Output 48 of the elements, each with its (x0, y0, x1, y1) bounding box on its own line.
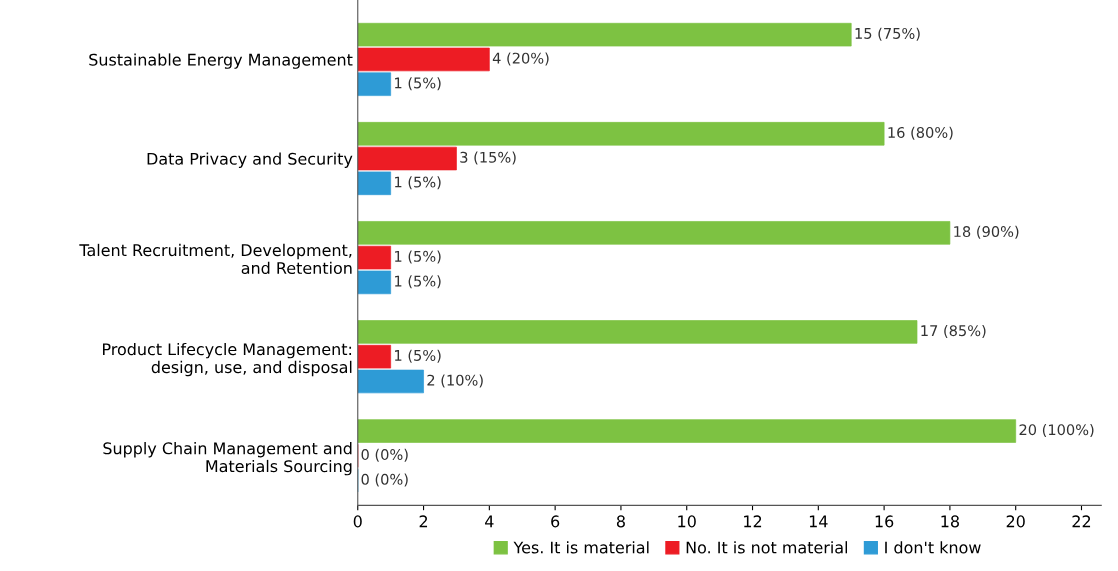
data-label: 16 (80%) (888, 126, 953, 140)
x-tick-label: 10 (678, 515, 696, 528)
bar (357, 122, 885, 146)
data-label: 0 (0%) (361, 473, 408, 487)
y-tick-label: Product Lifecycle Management: design, use, and disposal (103, 342, 352, 377)
y-tick-label: Supply Chain Management and Materials Sourcing (103, 442, 352, 476)
y-tick-label: Talent Recruitment, Development, and Retention (79, 243, 352, 275)
bar (357, 22, 852, 47)
y-tick-label: Data Privacy and Security (147, 152, 353, 168)
bar (357, 320, 918, 344)
data-label: 1 (5%) (395, 77, 441, 91)
data-label: 2 (10%) (427, 374, 483, 388)
x-tick-label: 22 (1072, 515, 1091, 528)
x-tick-label: 18 (941, 515, 959, 528)
y-tick-label: Sustainable Energy Management (89, 53, 353, 69)
data-label: 17 (85%) (921, 324, 986, 338)
data-label: 18 (90%) (954, 225, 1019, 239)
x-tick-label: 14 (809, 515, 828, 528)
x-tick-label: 2 (419, 515, 428, 528)
data-label: 4 (20%) (492, 52, 549, 66)
data-label: 1 (5%) (395, 250, 441, 264)
x-tick-label: 6 (551, 515, 560, 528)
data-label: 1 (5%) (395, 349, 441, 363)
bar (357, 171, 392, 196)
data-label: 3 (15%) (460, 151, 516, 165)
x-tick-label: 12 (744, 515, 762, 528)
data-label: 0 (0%) (361, 448, 408, 462)
bar (357, 47, 490, 72)
bar (357, 270, 392, 295)
bar (357, 221, 951, 245)
data-label: 20 (100%) (1019, 423, 1094, 437)
bar (357, 72, 392, 96)
bar (357, 245, 392, 270)
data-label: 15 (75%) (855, 27, 920, 41)
data-label: 1 (5%) (395, 275, 441, 289)
bar (357, 419, 1017, 443)
legend-label: I don't know (885, 541, 981, 554)
x-tick-label: 8 (616, 515, 625, 528)
x-tick-label: 0 (353, 515, 362, 528)
legend-label: No. It is not material (686, 541, 848, 554)
legend-label: Yes. It is material (513, 541, 649, 554)
x-tick-label: 16 (875, 515, 894, 528)
bar (357, 369, 424, 394)
x-tick-label: 4 (485, 515, 494, 528)
bar (357, 146, 457, 171)
x-tick-label: 20 (1006, 515, 1025, 528)
data-label: 1 (5%) (395, 176, 441, 190)
bar (357, 344, 392, 369)
